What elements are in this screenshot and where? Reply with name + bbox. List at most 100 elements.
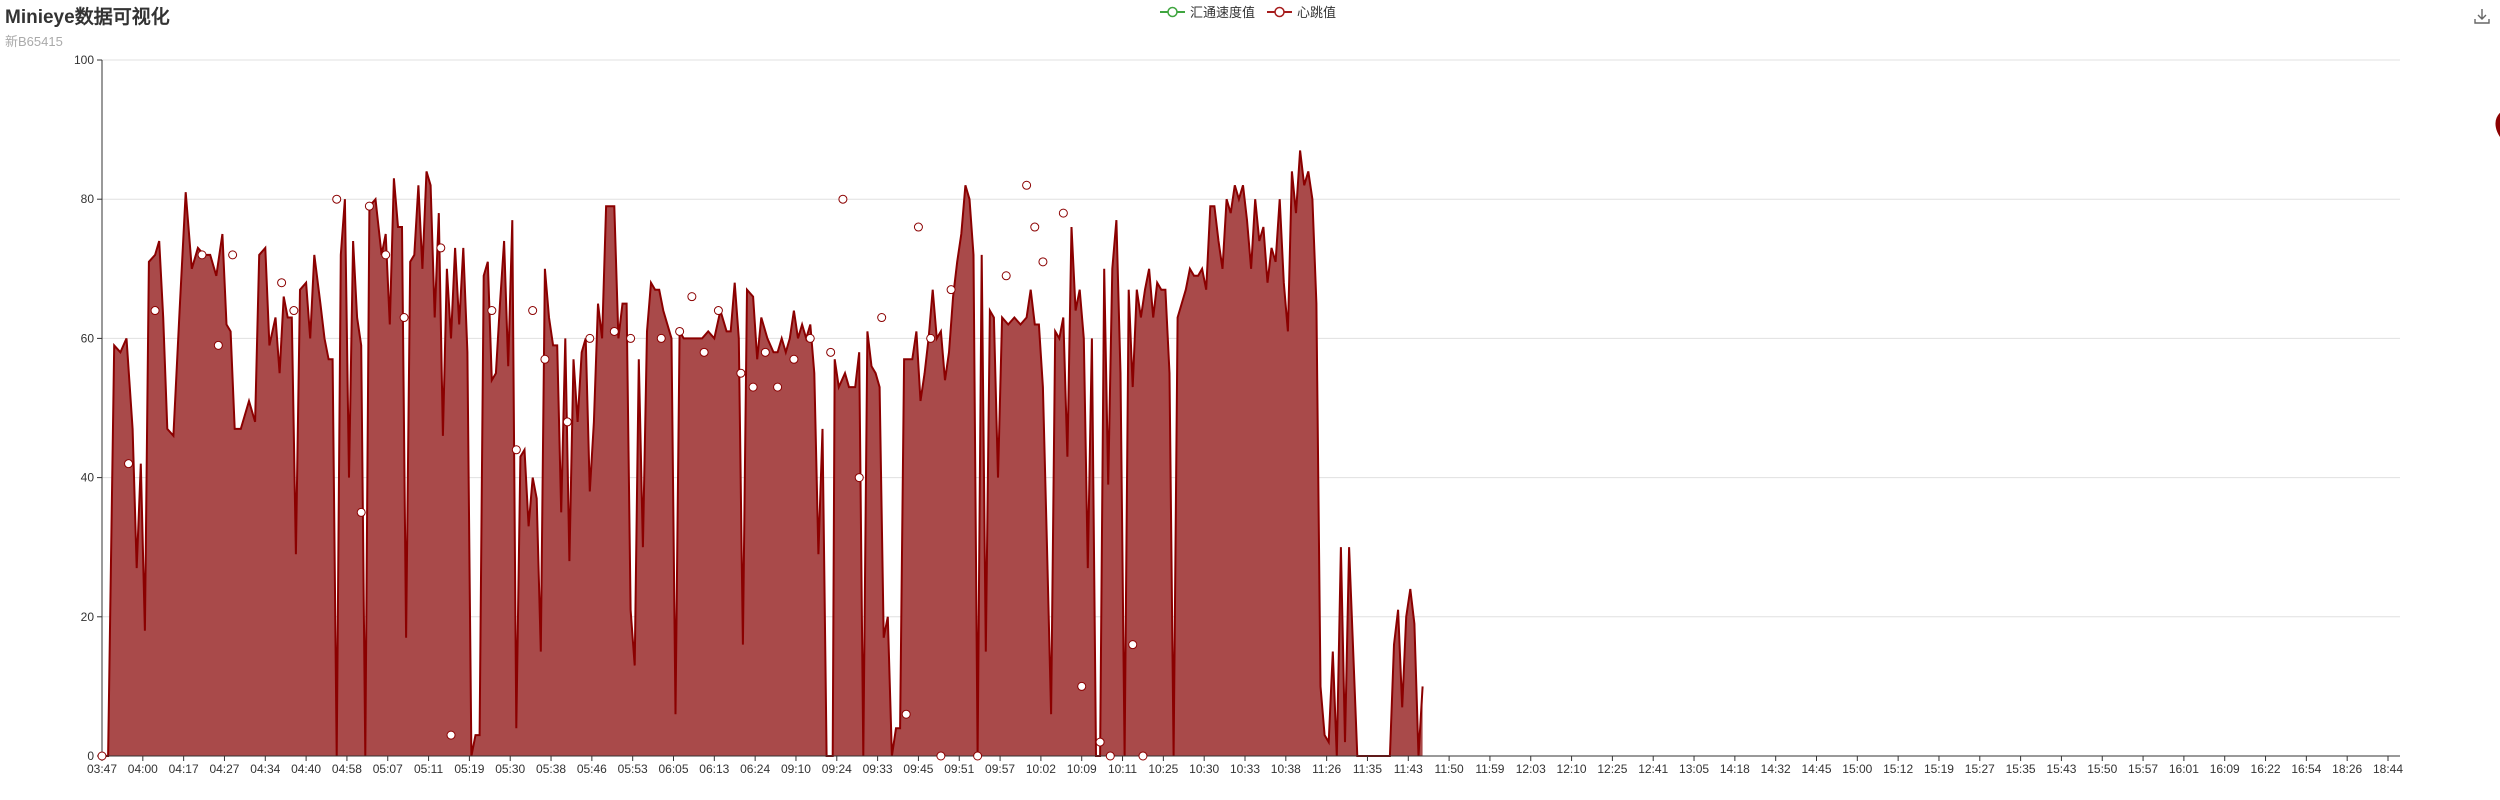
data-point (1105, 751, 1115, 761)
download-icon[interactable] (2472, 6, 2492, 26)
data-point (1030, 222, 1040, 232)
data-point (364, 201, 374, 211)
x-tick-label: 11:26 (1312, 762, 1341, 776)
data-point (838, 194, 848, 204)
x-tick-label: 12:25 (1597, 762, 1627, 776)
x-tick-label: 05:38 (536, 762, 566, 776)
x-tick-label: 10:33 (1230, 762, 1260, 776)
x-tick-label: 05:07 (373, 762, 403, 776)
x-tick-label: 15:12 (1883, 762, 1913, 776)
x-tick-label: 04:40 (291, 762, 321, 776)
x-tick-label: 04:58 (332, 762, 362, 776)
x-tick-label: 12:03 (1516, 762, 1546, 776)
x-tick-label: 15:19 (1924, 762, 1954, 776)
data-point (1001, 271, 1011, 281)
x-tick-label: 04:34 (250, 762, 280, 776)
y-tick-label: 20 (81, 610, 95, 624)
x-tick-label: 10:25 (1148, 762, 1178, 776)
data-point (124, 459, 134, 469)
y-tick-label: 100 (74, 53, 94, 67)
data-point (713, 306, 723, 316)
x-tick-label: 10:11 (1108, 762, 1137, 776)
x-tick-label: 09:33 (863, 762, 893, 776)
data-point (213, 340, 223, 350)
legend-heartbeat-symbol-icon (1267, 6, 1293, 17)
data-point (609, 326, 619, 336)
data-point (540, 354, 550, 364)
x-tick-label: 12:41 (1638, 762, 1668, 776)
y-tick-label: 40 (81, 471, 95, 485)
data-point (805, 333, 815, 343)
x-tick-label: 18:26 (2332, 762, 2362, 776)
data-point (699, 347, 709, 357)
x-tick-label: 11:43 (1394, 762, 1423, 776)
data-point (436, 243, 446, 253)
data-point (926, 333, 936, 343)
x-tick-label: 05:19 (454, 762, 484, 776)
data-point (946, 285, 956, 295)
chart-subtitle: 新B65415 (5, 34, 63, 49)
x-tick-label: 09:57 (985, 762, 1015, 776)
legend-item-heartbeat[interactable]: 心跳值 (1267, 2, 1336, 21)
x-tick-label: 09:10 (781, 762, 811, 776)
y-tick-label: 80 (81, 192, 95, 206)
data-point (675, 326, 685, 336)
x-tick-label: 09:24 (822, 762, 852, 776)
data-point (854, 473, 864, 483)
data-point (789, 354, 799, 364)
series-line (102, 150, 1424, 757)
data-point (760, 347, 770, 357)
data-point (687, 292, 697, 302)
x-tick-label: 14:18 (1720, 762, 1750, 776)
x-tick-label: 04:00 (128, 762, 158, 776)
data-point (656, 333, 666, 343)
x-tick-label: 05:30 (495, 762, 525, 776)
data-point (487, 306, 497, 316)
data-point (228, 250, 238, 260)
data-point (511, 445, 521, 455)
x-tick-label: 18:44 (2373, 762, 2403, 776)
x-tick-label: 09:45 (903, 762, 933, 776)
data-point (585, 333, 595, 343)
data-point (901, 709, 911, 719)
x-tick-label: 15:00 (1842, 762, 1872, 776)
legend-item-speed[interactable]: 汇通速度值 (1160, 2, 1255, 21)
data-point (289, 306, 299, 316)
x-tick-label: 16:54 (2291, 762, 2321, 776)
x-tick-label: 15:50 (2087, 762, 2117, 776)
x-tick-label: 12:10 (1557, 762, 1587, 776)
max-pin-marker (2495, 112, 2500, 138)
data-point (1022, 180, 1032, 190)
data-point (736, 368, 746, 378)
x-tick-label: 11:50 (1435, 762, 1464, 776)
chart-title: Minieye数据可视化 (5, 7, 170, 28)
y-tick-label: 0 (87, 749, 94, 763)
data-point (150, 306, 160, 316)
data-point (528, 306, 538, 316)
data-point (773, 382, 783, 392)
x-tick-label: 15:57 (2128, 762, 2158, 776)
data-point (381, 250, 391, 260)
legend-speed-label: 汇通速度值 (1190, 5, 1256, 20)
x-tick-label: 04:27 (209, 762, 239, 776)
data-point (826, 347, 836, 357)
data-point (936, 751, 946, 761)
x-tick-label: 16:01 (2169, 762, 2199, 776)
data-point (356, 507, 366, 517)
x-tick-label: 09:51 (944, 762, 974, 776)
data-point (1077, 681, 1087, 691)
x-tick-label: 05:53 (618, 762, 648, 776)
x-tick-label: 10:09 (1067, 762, 1097, 776)
x-tick-label: 06:13 (699, 762, 729, 776)
data-point (332, 194, 342, 204)
legend-heartbeat-label: 心跳值 (1297, 5, 1337, 20)
x-tick-label: 04:17 (169, 762, 199, 776)
x-tick-label: 06:05 (658, 762, 688, 776)
legend: 汇通速度值 心跳值 (1160, 2, 1336, 21)
x-tick-label: 11:35 (1353, 762, 1382, 776)
x-tick-label: 16:22 (2251, 762, 2281, 776)
x-tick-label: 03:47 (87, 762, 117, 776)
x-tick-label: 05:46 (577, 762, 607, 776)
legend-speed-symbol-icon (1160, 6, 1185, 17)
data-point (877, 313, 887, 323)
